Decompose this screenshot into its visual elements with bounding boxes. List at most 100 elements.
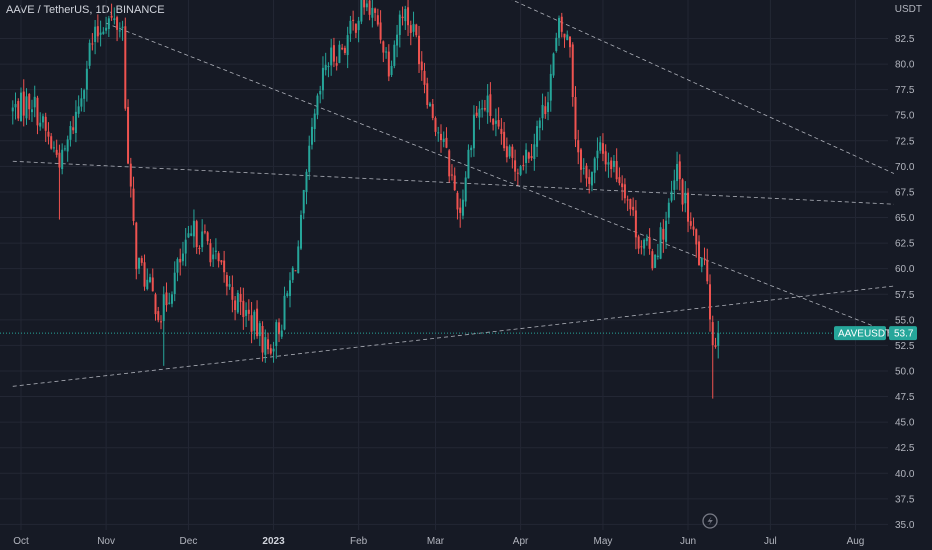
candle-body[interactable] xyxy=(22,91,25,116)
candle-body[interactable] xyxy=(368,0,371,15)
candle-body[interactable] xyxy=(689,221,692,226)
candle-body[interactable] xyxy=(275,322,278,346)
candle-body[interactable] xyxy=(376,15,379,25)
candle-body[interactable] xyxy=(30,109,33,113)
candle-body[interactable] xyxy=(475,112,478,116)
candle-body[interactable] xyxy=(684,192,687,204)
candle-body[interactable] xyxy=(426,83,429,105)
candle-body[interactable] xyxy=(212,254,215,260)
candle-body[interactable] xyxy=(516,172,519,174)
candle-body[interactable] xyxy=(14,104,17,108)
candle-body[interactable] xyxy=(289,280,292,296)
candle-body[interactable] xyxy=(28,93,31,110)
candle-body[interactable] xyxy=(637,236,640,249)
candle-body[interactable] xyxy=(530,156,533,159)
candle-body[interactable] xyxy=(659,227,662,259)
candle-body[interactable] xyxy=(467,149,470,179)
candle-body[interactable] xyxy=(179,258,182,263)
candle-body[interactable] xyxy=(566,34,569,41)
candle-body[interactable] xyxy=(121,26,124,28)
candle-body[interactable] xyxy=(47,131,50,137)
candle-body[interactable] xyxy=(453,175,456,191)
candle-body[interactable] xyxy=(407,7,410,26)
candle-body[interactable] xyxy=(610,160,613,170)
candle-body[interactable] xyxy=(310,126,313,145)
candle-body[interactable] xyxy=(585,165,588,179)
candle-body[interactable] xyxy=(483,108,486,110)
candle-body[interactable] xyxy=(629,199,632,210)
candle-body[interactable] xyxy=(52,147,55,149)
candle-body[interactable] xyxy=(450,174,453,176)
trendline[interactable] xyxy=(12,285,894,387)
candle-body[interactable] xyxy=(354,23,357,33)
candle-body[interactable] xyxy=(157,311,160,321)
candle-body[interactable] xyxy=(522,165,525,167)
candle-body[interactable] xyxy=(11,107,14,112)
candle-body[interactable] xyxy=(398,14,401,35)
candle-body[interactable] xyxy=(256,308,259,337)
candle-body[interactable] xyxy=(519,166,522,175)
candle-body[interactable] xyxy=(72,127,75,131)
candle-body[interactable] xyxy=(558,17,561,38)
candle-body[interactable] xyxy=(673,180,676,190)
candle-body[interactable] xyxy=(604,151,607,165)
candle-body[interactable] xyxy=(321,67,324,91)
trendline[interactable] xyxy=(12,160,894,205)
candle-body[interactable] xyxy=(396,34,399,46)
candle-body[interactable] xyxy=(165,292,168,306)
candle-body[interactable] xyxy=(472,114,475,149)
candle-body[interactable] xyxy=(74,111,77,134)
candle-body[interactable] xyxy=(149,277,152,283)
candle-body[interactable] xyxy=(533,144,536,160)
candle-body[interactable] xyxy=(168,302,171,304)
candle-body[interactable] xyxy=(494,120,497,124)
candle-body[interactable] xyxy=(456,192,459,210)
candle-body[interactable] xyxy=(508,146,511,157)
candle-body[interactable] xyxy=(39,122,42,127)
candle-body[interactable] xyxy=(445,137,448,148)
candle-body[interactable] xyxy=(245,310,248,316)
candle-body[interactable] xyxy=(239,293,242,302)
candle-body[interactable] xyxy=(236,292,239,313)
candle-body[interactable] xyxy=(352,19,355,21)
candle-body[interactable] xyxy=(420,61,423,71)
candle-body[interactable] xyxy=(527,152,530,159)
candle-body[interactable] xyxy=(547,102,550,113)
candle-body[interactable] xyxy=(132,188,135,221)
candle-body[interactable] xyxy=(714,345,717,347)
candle-body[interactable] xyxy=(571,44,574,98)
candle-body[interactable] xyxy=(703,258,706,260)
candle-body[interactable] xyxy=(299,214,302,249)
candle-body[interactable] xyxy=(385,51,388,53)
candle-body[interactable] xyxy=(77,106,80,114)
candle-body[interactable] xyxy=(94,26,97,43)
candle-body[interactable] xyxy=(280,330,283,337)
candle-body[interactable] xyxy=(393,44,396,66)
candle-body[interactable] xyxy=(116,17,119,30)
candle-body[interactable] xyxy=(687,192,690,222)
candle-body[interactable] xyxy=(577,140,580,153)
candle-body[interactable] xyxy=(607,162,610,165)
candle-body[interactable] xyxy=(278,322,281,335)
candle-body[interactable] xyxy=(346,35,349,56)
candle-body[interactable] xyxy=(552,53,555,76)
candle-body[interactable] xyxy=(437,132,440,134)
candle-body[interactable] xyxy=(20,92,22,122)
candle-body[interactable] xyxy=(338,44,341,63)
candle-body[interactable] xyxy=(88,42,91,66)
candle-body[interactable] xyxy=(698,241,701,266)
candle-body[interactable] xyxy=(503,131,506,149)
candle-body[interactable] xyxy=(201,231,204,248)
candle-body[interactable] xyxy=(505,146,508,158)
candle-body[interactable] xyxy=(681,179,684,205)
candle-body[interactable] xyxy=(536,126,539,147)
candle-body[interactable] xyxy=(599,142,602,151)
candle-body[interactable] xyxy=(206,232,209,242)
candle-body[interactable] xyxy=(151,277,154,292)
candle-body[interactable] xyxy=(173,272,176,294)
candle-body[interactable] xyxy=(113,18,116,20)
candle-body[interactable] xyxy=(220,260,223,263)
candle-body[interactable] xyxy=(44,116,47,131)
candle-body[interactable] xyxy=(162,294,165,322)
